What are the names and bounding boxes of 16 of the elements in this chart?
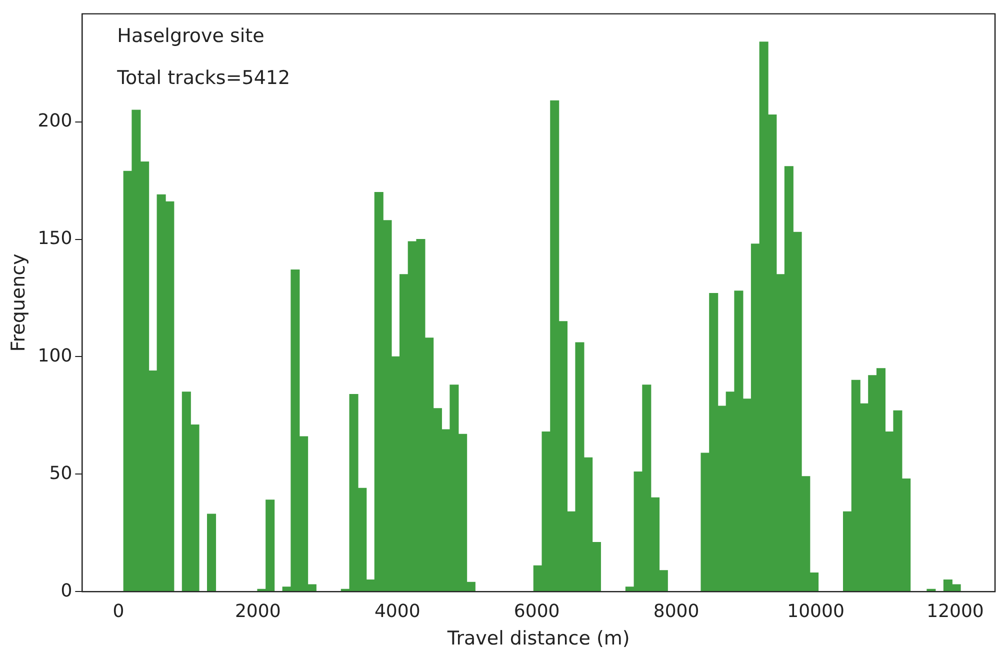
annotation: Total tracks=5412 — [116, 67, 290, 90]
x-tick-label: 2000 — [234, 601, 281, 622]
annotation: Haselgrove site — [117, 25, 264, 48]
y-tick-label: 200 — [38, 110, 72, 132]
x-tick-label: 6000 — [514, 601, 560, 622]
y-tick-label: 100 — [38, 345, 72, 366]
y-tick-label: 0 — [60, 580, 72, 602]
x-tick-label: 8000 — [653, 601, 700, 622]
x-tick-label: 0 — [112, 601, 124, 622]
x-axis-title: Travel distance (m) — [446, 628, 630, 650]
y-tick-label: 150 — [38, 228, 72, 249]
y-tick-label: 50 — [49, 462, 72, 484]
x-tick-label: 4000 — [374, 601, 420, 622]
x-tick-label: 12000 — [926, 601, 984, 622]
y-axis-title: Frequency — [7, 254, 30, 352]
x-tick-label: 10000 — [787, 601, 844, 622]
